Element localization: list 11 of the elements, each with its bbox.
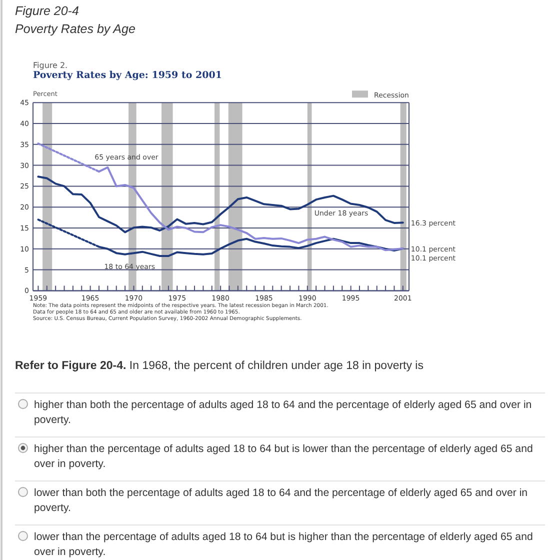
line-series	[37, 176, 404, 234]
chart-title: Poverty Rates by Age: 1959 to 2001	[33, 70, 222, 81]
text: higher than the percentage of adults aged 18 to 64 but is lower than the percentage of elderly aged 65 and over in poverty.	[34, 443, 533, 470]
text: Poverty Rates by Age	[15, 22, 136, 36]
text: higher than both the percentage of adults aged 18 to 64 and the percentage of elderly aged 65 and over in poverty.	[34, 399, 532, 426]
text: Refer to Figure 20-4.	[15, 360, 126, 372]
text: In 1968, the percent of children under age 18 in poverty is	[126, 360, 424, 372]
chart-subtitle: Figure 2.	[33, 61, 68, 70]
text: lower than both the percentage of adults aged 18 to 64 and the percentage of elderly aged 65 and over in poverty.	[34, 487, 528, 514]
text: lower than the percentage of adults aged 18 to 64 but is higher than the percentage of elderly aged 65 and over in poverty.	[34, 531, 533, 558]
caption: Figure 20-4	[15, 4, 79, 18]
